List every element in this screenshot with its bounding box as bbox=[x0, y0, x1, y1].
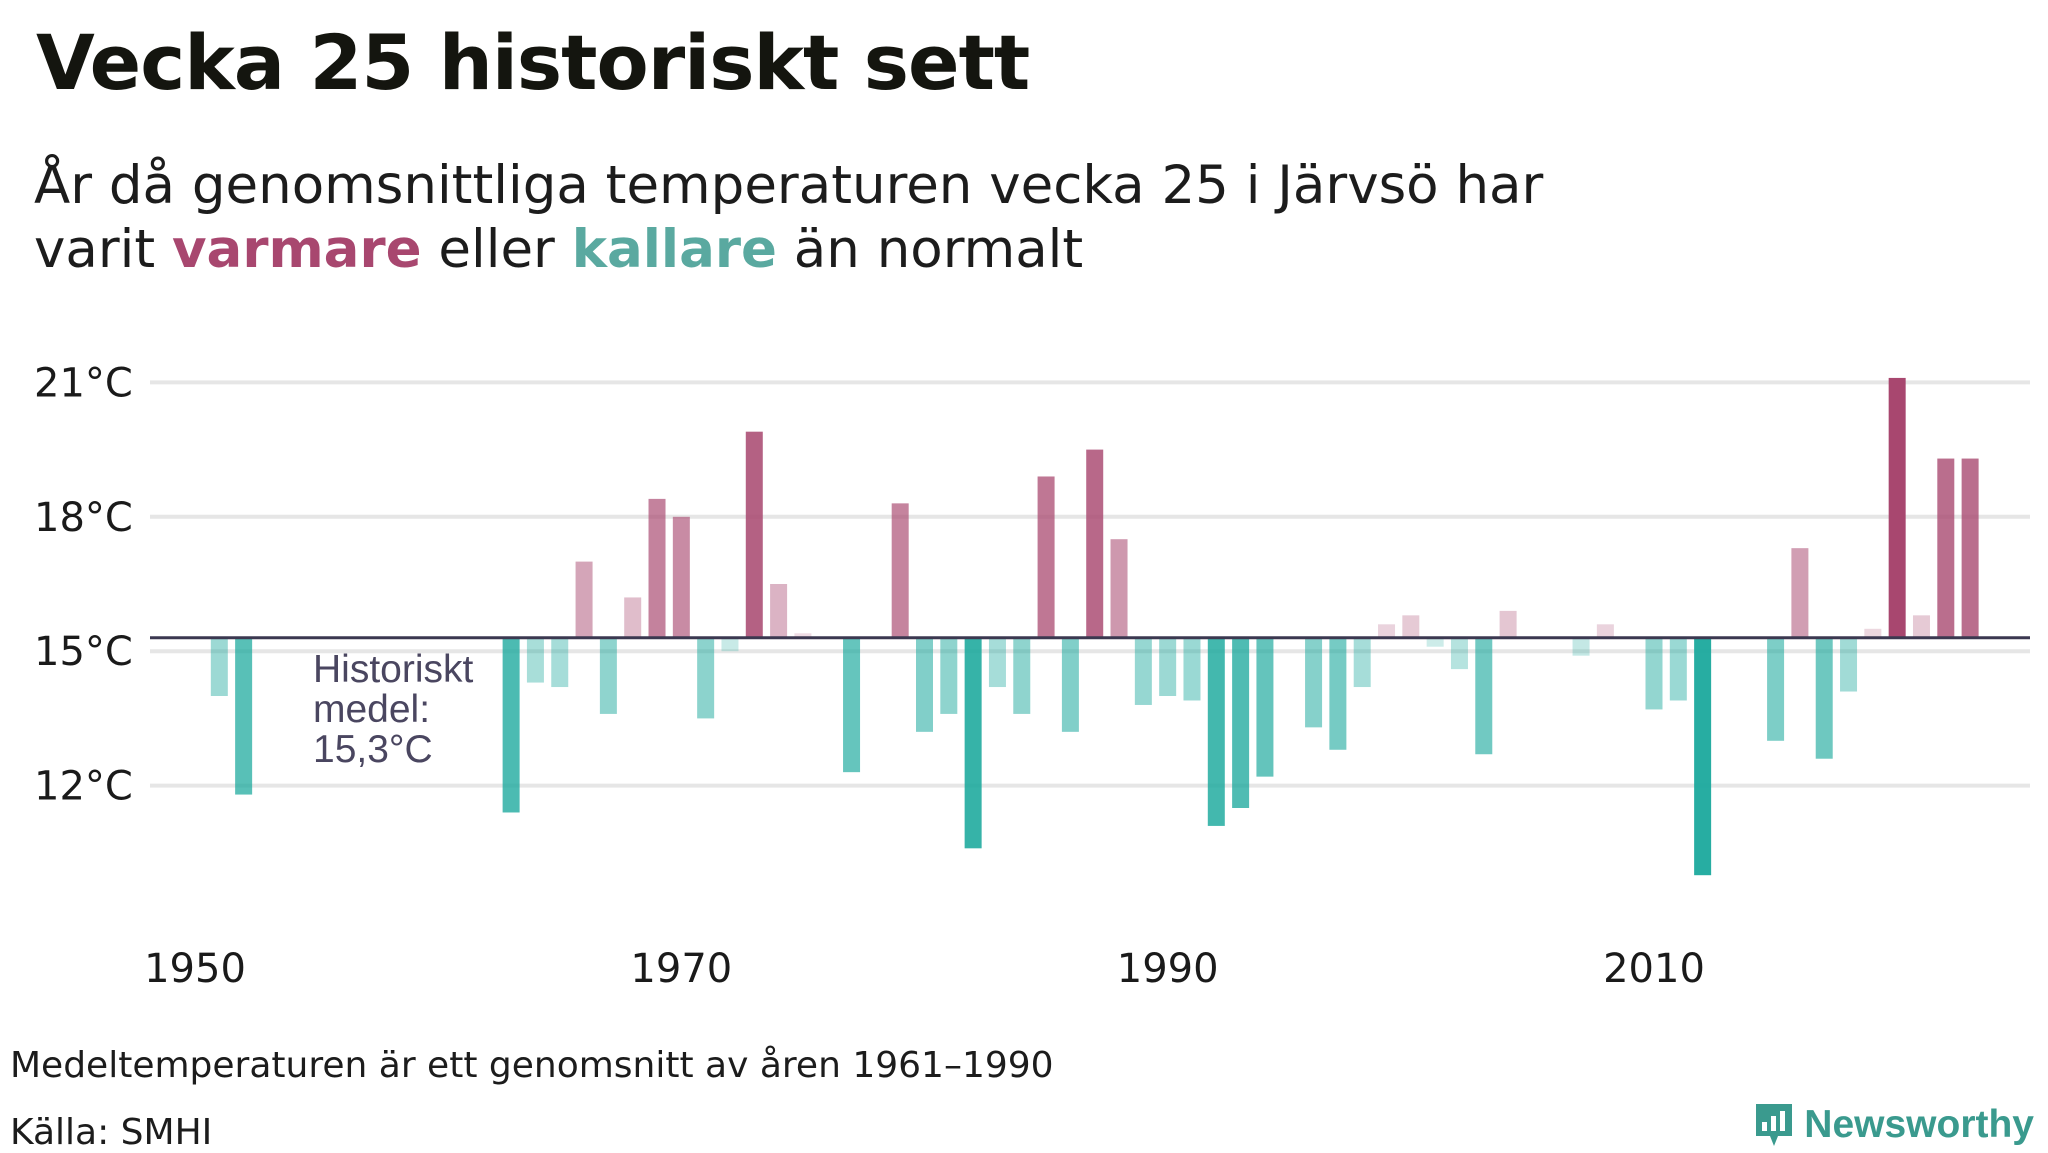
bar-cold bbox=[1572, 637, 1590, 656]
x-tick-label: 1950 bbox=[144, 946, 246, 992]
bar-cold bbox=[1450, 637, 1468, 670]
bar-warm bbox=[648, 498, 666, 638]
subtitle-rest: än normalt bbox=[793, 219, 1084, 280]
bar-cold bbox=[551, 637, 569, 688]
subtitle-varit: varit bbox=[34, 219, 156, 280]
x-tick-label: 1970 bbox=[630, 946, 732, 992]
annotation-line: medel: bbox=[313, 688, 430, 731]
bar-cold bbox=[1159, 637, 1177, 696]
x-tick-label: 1990 bbox=[1117, 946, 1219, 992]
bar-warm bbox=[794, 633, 812, 638]
bar-warm bbox=[1912, 615, 1930, 638]
bar-warm bbox=[624, 597, 642, 638]
bar-cold bbox=[1353, 637, 1371, 688]
bar-cold bbox=[1207, 637, 1225, 826]
bar-warm bbox=[672, 516, 690, 638]
subtitle-cold-word: kallare bbox=[571, 219, 777, 280]
bar-cold bbox=[916, 637, 933, 732]
bar-warm bbox=[1864, 628, 1882, 638]
bar-cold bbox=[964, 637, 982, 849]
bar-warm bbox=[575, 561, 593, 638]
y-tick-label: 18°C bbox=[34, 495, 133, 541]
bar-warm bbox=[1961, 458, 1979, 638]
bar-cold bbox=[1426, 637, 1444, 647]
annotation-line: Historiskt bbox=[313, 648, 474, 691]
bar-cold bbox=[599, 637, 617, 714]
bar-cold bbox=[721, 637, 739, 652]
bar-warm bbox=[1888, 377, 1906, 638]
bar-cold bbox=[697, 637, 715, 719]
bar-cold bbox=[235, 637, 253, 795]
bar-warm bbox=[1596, 624, 1614, 638]
bar-cold bbox=[988, 637, 1006, 688]
bar-cold bbox=[843, 637, 861, 773]
bar-cold bbox=[1305, 637, 1323, 728]
newsworthy-logo-icon bbox=[1756, 1104, 1793, 1146]
source-label: Källa: SMHI bbox=[10, 1112, 213, 1153]
bar-cold bbox=[1694, 637, 1712, 876]
bar-cold bbox=[1183, 637, 1201, 701]
brand-name: Newsworthy bbox=[1804, 1103, 2034, 1146]
y-tick-label: 21°C bbox=[34, 360, 133, 406]
bar-cold bbox=[526, 637, 544, 683]
brand-logo: Newsworthy bbox=[1752, 1100, 2034, 1150]
bar-cold bbox=[1013, 637, 1031, 714]
axis-labels: 12°C 15°C 18°C 21°C 1950 1970 1990 2010 bbox=[34, 360, 1705, 992]
temperature-bar-chart: 12°C 15°C 18°C 21°C 1950 1970 1990 2010 Histori… bbox=[34, 360, 2030, 992]
bar-warm bbox=[1402, 615, 1420, 638]
bar-cold bbox=[1840, 637, 1858, 692]
y-tick-label: 15°C bbox=[34, 629, 133, 675]
bar-warm bbox=[1037, 476, 1055, 638]
bar-warm bbox=[1937, 458, 1955, 638]
bar-cold bbox=[1061, 637, 1079, 732]
annotation-line: 15,3°C bbox=[313, 728, 433, 771]
bar-cold bbox=[940, 637, 958, 714]
bar-cold bbox=[210, 637, 228, 696]
bar-cold bbox=[1815, 637, 1833, 759]
bar-cold bbox=[1232, 637, 1250, 808]
bar-cold bbox=[1645, 637, 1663, 710]
bar-cold bbox=[1256, 637, 1274, 777]
bar-warm bbox=[1378, 624, 1396, 638]
bar-warm bbox=[1791, 548, 1809, 638]
x-tick-label: 2010 bbox=[1603, 946, 1705, 992]
subtitle-line-1: År då genomsnittliga temperaturen vecka … bbox=[34, 155, 1544, 216]
bar-cold bbox=[1669, 637, 1687, 701]
bar-warm bbox=[1086, 449, 1104, 638]
bar-warm bbox=[1499, 610, 1517, 638]
bar-cold bbox=[1475, 637, 1493, 755]
y-tick-label: 12°C bbox=[34, 764, 133, 810]
bar-warm bbox=[1110, 539, 1128, 638]
bar-warm bbox=[891, 503, 909, 638]
bar-cold bbox=[1134, 637, 1152, 705]
bars bbox=[210, 377, 1979, 876]
bar-cold bbox=[502, 637, 520, 813]
bar-warm bbox=[770, 584, 788, 638]
subtitle-warm-word: varmare bbox=[172, 219, 422, 280]
bar-cold bbox=[1329, 637, 1347, 750]
bar-warm bbox=[745, 431, 763, 638]
subtitle-eller: eller bbox=[438, 219, 555, 280]
bar-cold bbox=[1767, 637, 1785, 741]
chart-title: Vecka 25 historiskt sett bbox=[36, 18, 1030, 107]
chart-subtitle: År då genomsnittliga temperaturen vecka … bbox=[34, 154, 1543, 282]
footnote: Medeltemperaturen är ett genomsnitt av å… bbox=[10, 1045, 1054, 1086]
